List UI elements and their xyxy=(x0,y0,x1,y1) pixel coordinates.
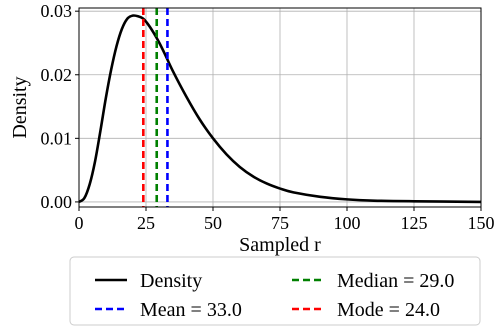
x-tick-label-0: 0 xyxy=(75,213,84,233)
x-tick-label-2: 50 xyxy=(204,213,222,233)
density-curve-0 xyxy=(78,14,482,204)
x-tick-label-6: 150 xyxy=(468,213,495,233)
x-tick-label-3: 75 xyxy=(271,213,289,233)
x-tick-label-5: 125 xyxy=(401,213,428,233)
reference-lines xyxy=(142,8,169,207)
legend-label-3: Mode = 24.0 xyxy=(337,299,440,321)
y-tick-label-3: 0.03 xyxy=(41,1,73,21)
x-axis-label: Sampled r xyxy=(239,234,321,256)
plot-series xyxy=(78,14,482,204)
grid-lines xyxy=(78,8,482,207)
legend-box xyxy=(69,256,481,326)
y-axis-ticks: 0.00 0.01 0.02 0.03 xyxy=(41,1,79,212)
y-axis-label: Density xyxy=(9,76,31,138)
legend-label-0: Density xyxy=(140,270,202,292)
x-tick-label-4: 100 xyxy=(334,213,361,233)
legend: Density Median = 29.0 Mean = 33.0 Mode = 24… xyxy=(69,256,481,326)
x-tick-label-1: 25 xyxy=(137,213,155,233)
legend-label-2: Mean = 33.0 xyxy=(140,299,242,321)
y-tick-label-2: 0.02 xyxy=(41,65,73,85)
x-axis-ticks: 0 25 50 75 100 125 150 xyxy=(75,207,495,233)
y-tick-label-0: 0.00 xyxy=(41,192,73,212)
y-tick-label-1: 0.01 xyxy=(41,128,73,148)
legend-label-1: Median = 29.0 xyxy=(337,270,454,292)
